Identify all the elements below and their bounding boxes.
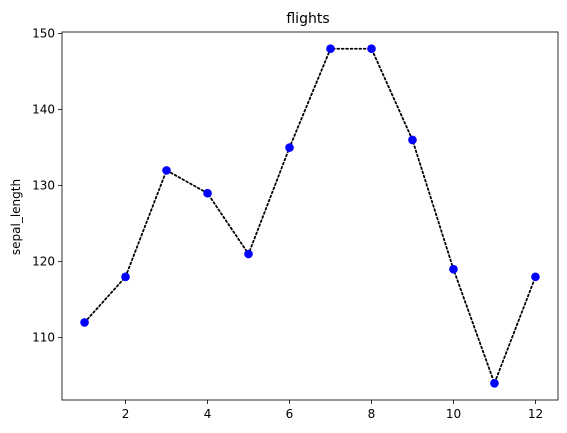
y-tick-label-120: 120 (32, 255, 55, 269)
data-point-11 (490, 378, 499, 388)
x-tick-label-12: 12 (528, 407, 543, 421)
x-tick-label-4: 4 (204, 407, 212, 421)
data-point-5 (244, 249, 253, 259)
data-point-4 (203, 188, 212, 198)
data-point-6 (285, 143, 294, 152)
data-point-7 (326, 44, 335, 54)
y-axis-label: sepal_length (9, 179, 23, 255)
y-tick-label-130: 130 (32, 179, 55, 193)
data-point-1 (80, 318, 89, 327)
data-point-9 (408, 135, 417, 145)
data-point-12 (531, 272, 540, 282)
chart-title: flights (286, 11, 329, 27)
y-tick-label-150: 150 (32, 27, 55, 41)
data-point-2 (121, 272, 130, 282)
x-tick-label-8: 8 (368, 407, 376, 421)
x-tick-label-10: 10 (446, 407, 461, 421)
data-point-10 (449, 264, 458, 274)
data-point-3 (162, 166, 171, 175)
series-line (83, 47, 537, 386)
plot-area: 2 4 6 8 10 12 110 120 130 140 150 (32, 27, 559, 421)
data-point-8 (367, 44, 376, 54)
x-tick-label-6: 6 (286, 407, 294, 421)
y-tick-label-140: 140 (32, 103, 55, 117)
plot-frame (61, 31, 559, 401)
y-tick-label-110: 110 (32, 331, 55, 345)
x-tick-label-2: 2 (122, 407, 130, 421)
